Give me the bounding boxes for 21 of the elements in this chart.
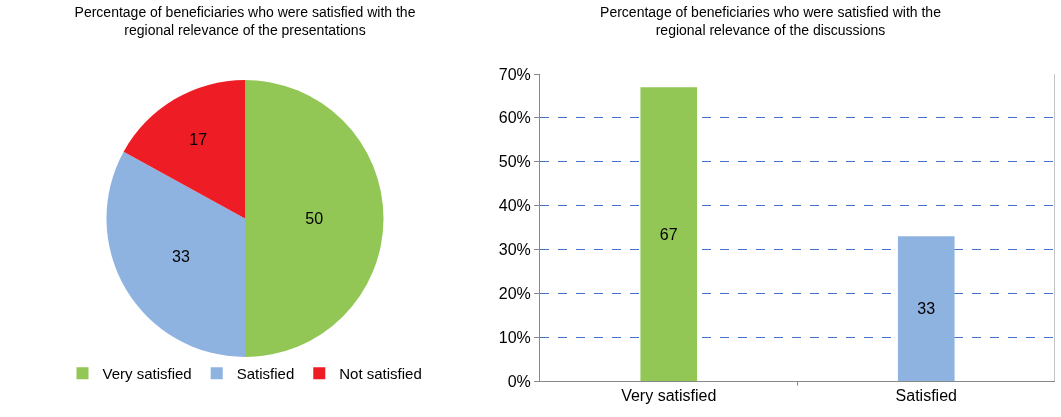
data-label: 67	[659, 225, 678, 243]
y-tick-label: 10%	[498, 328, 531, 346]
y-tick-label: 70%	[498, 65, 531, 83]
data-label: 17	[189, 131, 208, 148]
pie-slice	[245, 80, 384, 357]
y-tick-label: 20%	[498, 284, 531, 302]
y-tick-label: 0%	[507, 372, 531, 390]
chart-title: Percentage of beneficiaries who were satisfied with the regional relevance of the discussions	[600, 3, 942, 38]
chart-title: Percentage of beneficiaries who were satisfied with the regional relevance of the presentations	[74, 3, 416, 38]
pie-slice	[123, 80, 245, 219]
data-label: 50	[305, 210, 324, 227]
data-label: 33	[171, 247, 190, 265]
legend-label: Not satisfied	[339, 365, 422, 383]
data-label: 33	[917, 300, 936, 318]
legend-label: Satisfied	[236, 365, 295, 383]
y-tick-label: 60%	[498, 109, 531, 127]
y-tick-label: 30%	[498, 241, 531, 259]
legend-label: Very satisfied	[102, 365, 192, 383]
pie-slice	[106, 151, 245, 357]
y-tick-label: 40%	[498, 197, 531, 215]
y-tick-label: 50%	[498, 153, 531, 171]
